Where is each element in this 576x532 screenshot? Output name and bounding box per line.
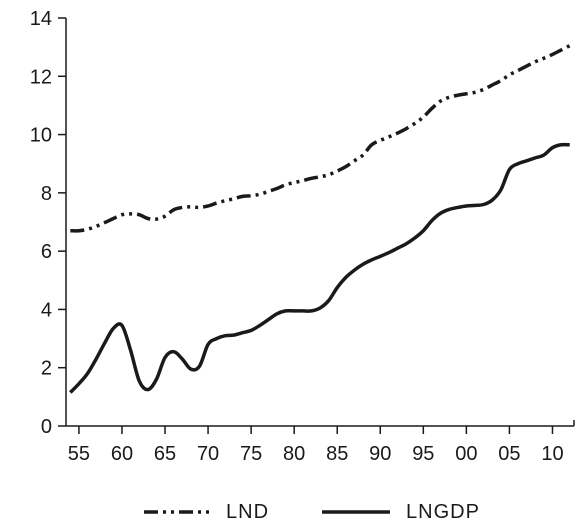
series-line-lngdp [69,142,570,394]
legend: LND LNGDP [144,501,480,523]
x-tick-label: 10 [541,443,563,465]
x-axis-ticks: 55 60 65 70 75 80 85 90 95 00 05 10 [68,426,564,465]
x-tick-label: 85 [326,443,348,465]
legend-label-lngdp: LNGDP [406,501,480,523]
series-layer [69,44,571,394]
plot-area [65,18,575,427]
x-tick-label: 60 [111,443,133,465]
series-line-lnd [70,44,571,233]
x-tick-label: 55 [68,443,90,465]
y-tick-label: 12 [30,66,52,88]
y-axis-ticks: 0 2 4 6 8 10 12 14 [30,8,66,438]
x-tick-label: 90 [369,443,391,465]
y-tick-label: 8 [41,183,52,205]
y-tick-label: 6 [41,241,52,263]
x-tick-label: 05 [498,443,520,465]
x-tick-label: 95 [412,443,434,465]
legend-label-lnd: LND [226,501,269,523]
y-tick-label: 10 [30,125,52,147]
x-tick-label: 80 [283,443,305,465]
x-tick-label: 75 [240,443,262,465]
x-tick-label: 70 [197,443,219,465]
y-tick-label: 2 [41,358,52,380]
y-tick-label: 14 [30,8,52,30]
x-tick-label: 00 [455,443,477,465]
y-tick-label: 0 [41,416,52,438]
x-tick-label: 65 [154,443,176,465]
y-tick-label: 4 [41,299,52,321]
